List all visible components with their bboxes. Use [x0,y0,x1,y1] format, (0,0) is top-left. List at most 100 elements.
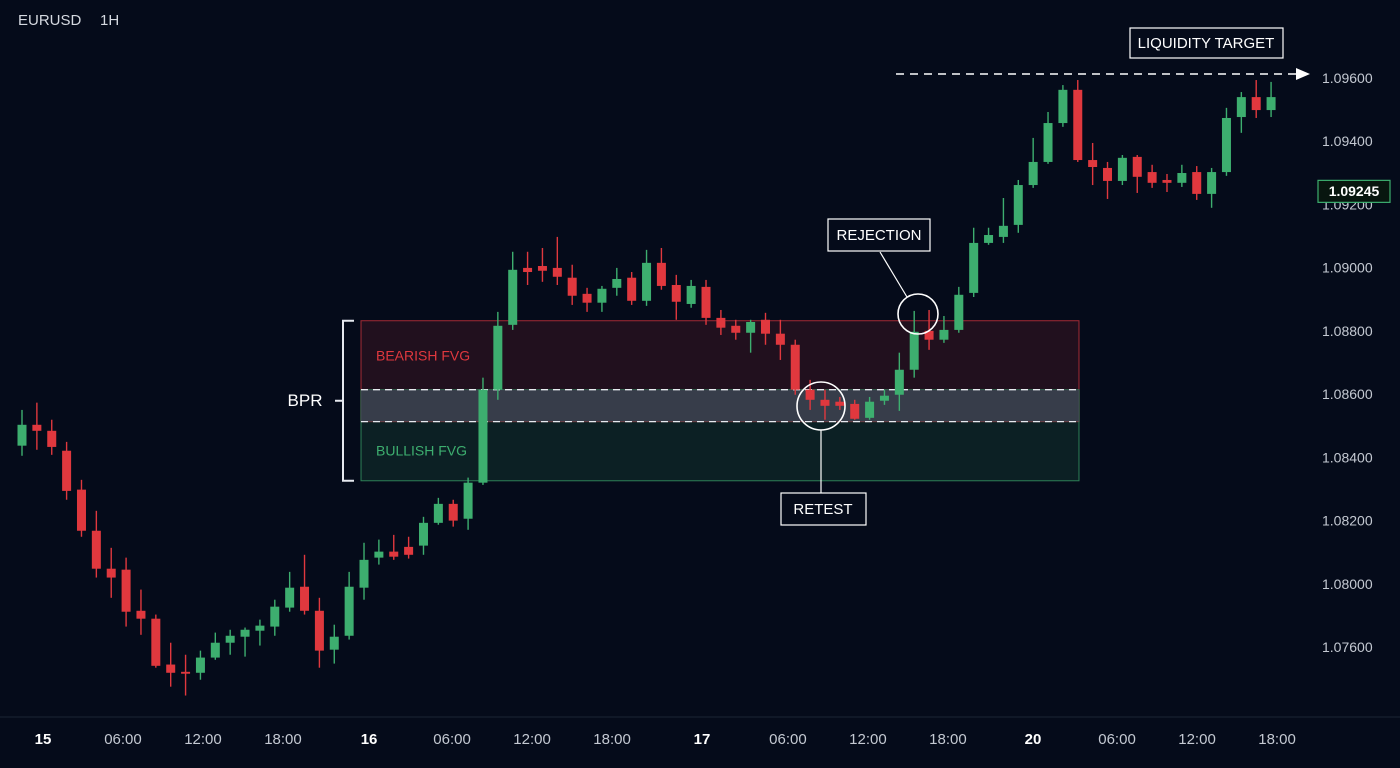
candle-body [879,395,889,401]
candle-body [32,424,42,431]
candle-body [998,225,1008,237]
candle-body [1043,123,1053,162]
x-tick-label: 18:00 [593,731,631,748]
candle-body [76,489,86,531]
candle-body [166,664,176,673]
candle-body [374,551,384,558]
candle-body [433,503,443,523]
candle-body [627,277,637,301]
candle-body [225,635,235,643]
candle-body [820,399,830,406]
y-tick-label: 1.07600 [1322,639,1373,655]
candle-body [909,331,919,370]
candle-body [404,546,414,555]
candle-body [285,587,295,608]
candle-body [582,293,592,303]
candle-body [210,642,220,658]
candle-body [984,235,994,243]
candle-body [1132,156,1142,177]
candle-body [478,389,488,483]
y-tick-label: 1.09600 [1322,70,1373,86]
candle-body [1117,157,1127,181]
candle-body [1088,160,1098,168]
x-tick-label: 12:00 [1178,731,1216,748]
candle-body [924,330,934,340]
callout-circle [897,293,939,335]
x-tick-label: 06:00 [769,731,807,748]
x-tick-label: 12:00 [849,731,887,748]
candle-body [62,450,72,491]
candle-body [1177,173,1187,183]
candle-body [671,284,681,302]
candle-body [1028,161,1038,186]
candle-body [136,610,146,619]
candle-body [17,424,27,446]
candle-body [850,403,860,419]
candle-body [612,278,622,288]
candle-body [835,401,845,406]
candle-body [91,530,101,569]
candle-body [775,333,785,345]
fvg-label: BEARISH FVG [376,347,470,363]
callout-leader [879,251,908,298]
candle-body [552,267,562,277]
candle-body [270,606,280,627]
x-tick-label: 12:00 [513,731,551,748]
symbol: EURUSD [18,12,82,29]
x-tick-label: 15 [35,731,52,748]
candle-body [195,657,205,673]
candle-body [329,636,339,650]
candle-body [1162,179,1172,183]
callout-label: RETEST [793,501,852,518]
candle-body [389,551,399,557]
candle-body [939,329,949,340]
y-tick-label: 1.08800 [1322,323,1373,339]
candle-body [1221,117,1231,173]
x-tick-label: 18:00 [264,731,302,748]
candle-body [255,625,265,631]
candle-body [805,389,815,400]
candle-body [314,610,324,651]
candle-body [300,586,310,611]
last-price-box [1317,179,1391,203]
candle-body [1266,97,1276,111]
candle-body [894,369,904,395]
callout-label: REJECTION [836,227,921,244]
candle-body [151,618,161,666]
candle-body [1207,172,1217,194]
x-tick-label: 18:00 [929,731,967,748]
y-tick-label: 1.08000 [1322,576,1373,592]
candle-body [537,266,547,271]
candle-body [716,317,726,328]
bpr-zone [361,389,1079,422]
candle-body [106,568,116,578]
callout-box [780,492,867,526]
candle-body [1192,172,1202,194]
timeframe: 1H [100,12,119,29]
candle-body [463,482,473,519]
candle-body [1013,185,1023,225]
candle-body [761,319,770,334]
last-price-label: 1.09245 [1329,183,1380,199]
candle-body [1058,89,1068,124]
x-tick-label: 06:00 [433,731,471,748]
fvg-label: BULLISH FVG [376,442,467,458]
candle-body [508,269,518,325]
candle-body [1251,97,1261,111]
target-box [1129,27,1284,59]
x-tick-label: 17 [694,731,711,748]
candle-body [790,344,800,390]
candle-body [731,325,741,333]
candle-body [1147,172,1157,183]
bpr-label: BPR [288,391,323,410]
candle-body [344,586,354,636]
candle-body [448,503,458,521]
candle-body [1073,89,1083,161]
x-tick-label: 18:00 [1258,731,1296,748]
candle-body [240,629,250,637]
candle-body [642,262,652,301]
y-tick-label: 1.08400 [1322,449,1373,465]
candle-body [865,401,875,418]
